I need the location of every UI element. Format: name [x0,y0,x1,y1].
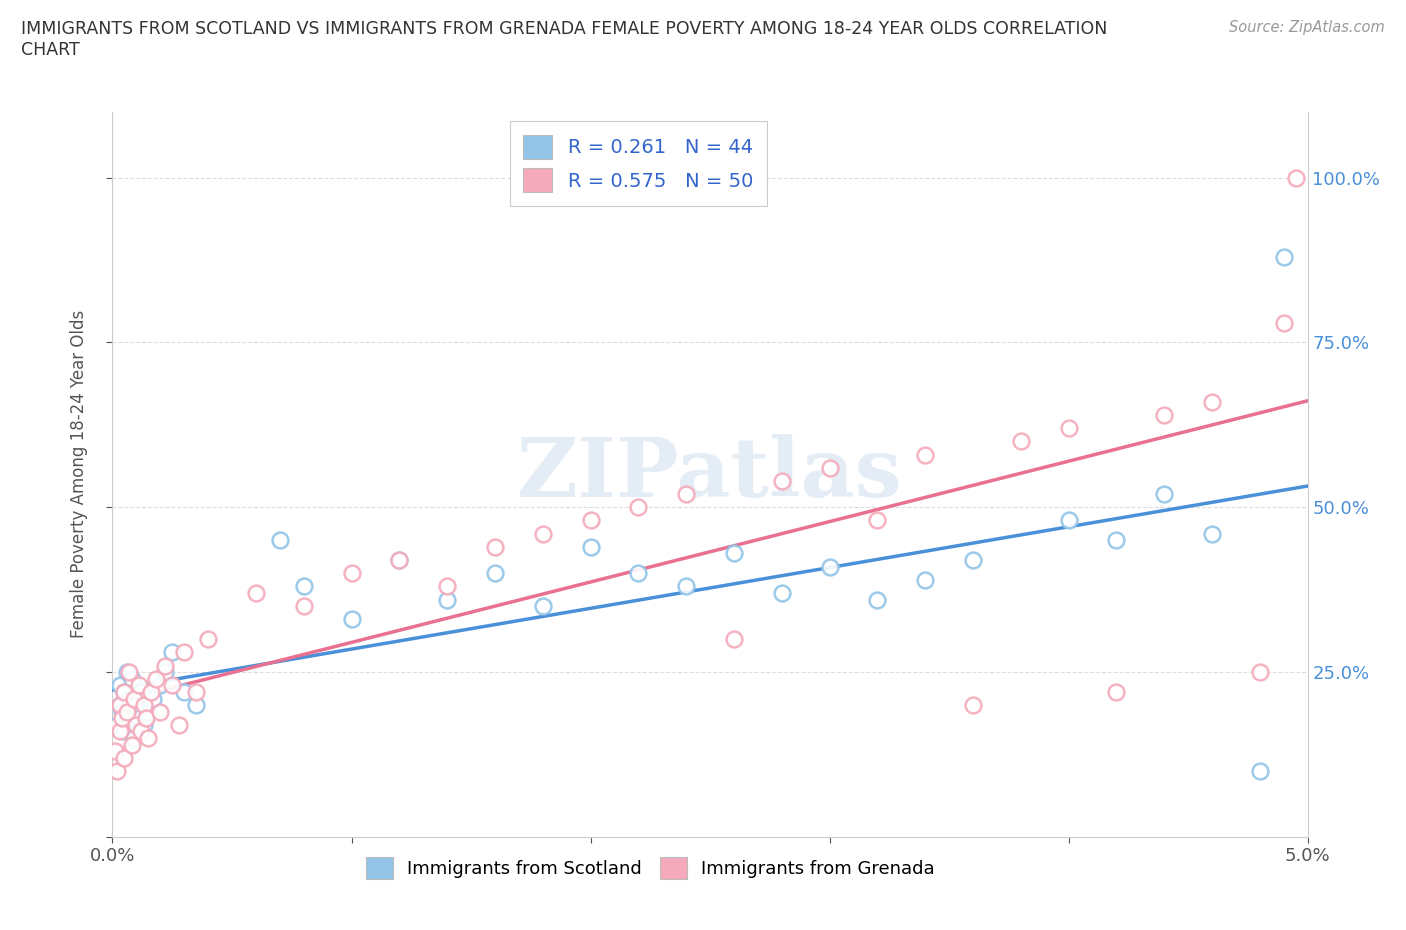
Point [114,724,135,739]
Point [1272,249,1295,264]
Point [436,579,458,594]
Point [138,731,160,746]
Point [484,539,506,554]
Point [173,644,195,659]
Point [579,513,602,528]
Point [1010,434,1032,449]
Point [108,698,131,712]
Point [149,678,172,693]
Point [818,559,841,574]
Point [138,704,160,719]
Point [129,724,152,739]
Text: IMMIGRANTS FROM SCOTLAND VS IMMIGRANTS FROM GRENADA FEMALE POVERTY AMONG 18-24 Y: IMMIGRANTS FROM SCOTLAND VS IMMIGRANTS F… [21,20,1108,60]
Point [484,565,506,580]
Point [162,678,183,693]
Text: ZIPatlas: ZIPatlas [517,434,903,514]
Point [162,644,183,659]
Point [531,526,554,541]
Point [962,698,984,712]
Point [118,691,141,706]
Point [292,599,315,614]
Point [1249,764,1271,778]
Point [111,704,134,719]
Point [723,631,745,646]
Point [436,592,458,607]
Point [149,704,172,719]
Point [169,717,191,732]
Point [173,684,195,699]
Point [111,711,134,725]
Point [125,717,148,732]
Point [108,678,131,693]
Point [121,737,143,752]
Point [129,684,152,699]
Point [866,513,889,528]
Point [139,684,162,699]
Point [186,698,208,712]
Point [1285,170,1308,185]
Point [245,586,267,601]
Point [118,711,141,725]
Point [818,460,841,475]
Point [1105,533,1128,548]
Point [269,533,291,548]
Point [114,684,135,699]
Point [675,579,697,594]
Point [340,565,363,580]
Point [104,744,127,759]
Point [153,658,176,673]
Point [105,717,128,732]
Point [1201,394,1223,409]
Point [1105,684,1128,699]
Legend: Immigrants from Scotland, Immigrants from Grenada: Immigrants from Scotland, Immigrants fro… [352,843,949,893]
Y-axis label: Female Poverty Among 18-24 Year Olds: Female Poverty Among 18-24 Year Olds [70,311,89,638]
Point [114,751,135,765]
Point [122,731,145,746]
Point [153,665,176,680]
Point [115,704,138,719]
Point [962,552,984,567]
Point [115,665,138,680]
Point [142,691,165,706]
Point [1272,315,1295,330]
Point [723,546,745,561]
Point [770,473,793,488]
Point [118,665,141,680]
Point [292,579,315,594]
Point [108,698,131,712]
Point [1057,420,1080,435]
Point [125,698,148,712]
Point [340,612,363,627]
Point [675,486,697,501]
Point [1057,513,1080,528]
Point [1153,407,1175,422]
Point [770,586,793,601]
Point [128,711,150,725]
Point [145,671,167,686]
Point [914,447,936,462]
Point [388,552,411,567]
Point [128,678,150,693]
Point [1249,665,1271,680]
Point [531,599,554,614]
Point [579,539,602,554]
Point [105,764,128,778]
Point [122,691,145,706]
Point [132,698,155,712]
Text: Source: ZipAtlas.com: Source: ZipAtlas.com [1229,20,1385,35]
Point [135,711,157,725]
Point [114,684,135,699]
Point [121,671,143,686]
Point [132,717,155,732]
Point [627,499,650,514]
Point [627,565,650,580]
Point [197,631,219,646]
Point [1201,526,1223,541]
Point [186,684,208,699]
Point [866,592,889,607]
Point [388,552,411,567]
Point [914,572,936,587]
Point [108,724,131,739]
Point [1153,486,1175,501]
